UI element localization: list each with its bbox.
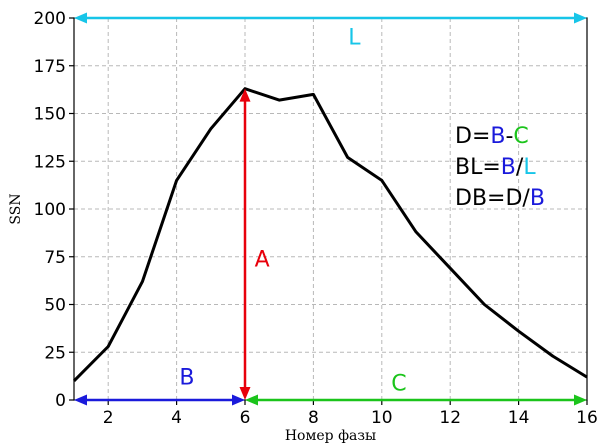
x-tick-label: 12 [439,408,461,428]
formula-part: D= [455,124,490,149]
annotation-label-l: L [348,26,361,51]
x-tick-label: 4 [171,408,182,428]
arrow-head [239,88,251,102]
y-tick-label: 200 [34,9,66,29]
formula-part: L [523,155,536,180]
formula-part: / [516,155,524,180]
formula-part: B [490,124,505,149]
annotation-b-arrow: B [74,366,245,406]
arrow-head [74,12,87,24]
formula-3: DB=D/B [455,186,545,211]
annotation-a-arrow: A [239,88,270,400]
x-tick-label: 14 [508,408,530,428]
arrow-head [574,12,587,24]
arrow-head [239,387,251,400]
y-tick-label: 75 [44,248,66,268]
annotation-l-arrow: L [74,12,587,51]
formula-part: B [501,155,516,180]
formula-part: BL= [455,155,501,180]
arrow-head [245,394,258,406]
series [72,87,588,382]
formula-1: D=B-C [455,124,529,149]
x-tick-label: 6 [240,408,251,428]
arrow-head [574,394,587,406]
x-axis-label: Номер фазы [285,428,376,444]
y-tick-label: 50 [44,296,66,316]
annotations: AB CL [74,12,587,406]
y-tick-label: 25 [44,343,66,363]
annotation-label-a: A [255,247,270,272]
formula-2: BL=B/L [455,155,536,180]
y-tick-label: 100 [34,200,66,220]
formula-part: B [530,186,545,211]
formula-part: DB=D/ [455,186,530,211]
formula-part: C [513,124,528,149]
x-tick-label: 10 [371,408,393,428]
annotation-label-c: C [391,371,406,396]
x-tick-label: 8 [308,408,319,428]
x-ticks: 2 4 6 8 10 12 14 16 [103,400,598,428]
x-tick-label: 16 [576,408,598,428]
y-tick-label: 175 [34,57,66,77]
y-tick-label: 125 [34,152,66,172]
y-tick-label: 0 [55,391,66,411]
y-axis-label: SSN [8,193,24,224]
y-ticks: 0 25 50 75 100 125 150 175 200 [34,9,74,411]
arrow-head [232,394,245,406]
arrow-head [74,394,87,406]
ssn-series-line [72,87,588,382]
y-tick-label: 150 [34,105,66,125]
formula-part: - [505,124,513,149]
annotation-label-b: B [179,366,194,391]
x-tick-label: 2 [103,408,114,428]
formulas: D=B-CBL=B/LDB=D/B [455,124,545,211]
annotation-c-arrow: C [245,371,587,406]
